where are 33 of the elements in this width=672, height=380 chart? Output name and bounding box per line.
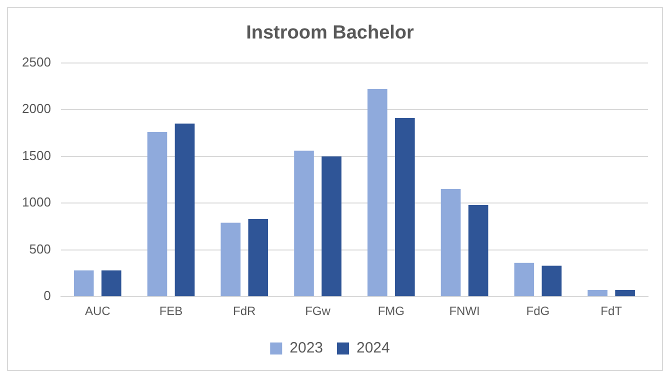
bar	[468, 204, 488, 296]
legend-label: 2024	[356, 340, 390, 357]
y-tick-label: 1000	[22, 194, 51, 210]
chart-title: Instroom Bachelor	[246, 22, 415, 44]
bar	[440, 189, 461, 296]
bar	[588, 290, 608, 296]
y-tick-label: 1500	[22, 148, 51, 163]
bar	[74, 270, 94, 296]
bar	[542, 266, 562, 296]
bar	[294, 150, 314, 296]
bar	[147, 132, 168, 296]
x-tick-label: FGw	[305, 304, 331, 318]
x-tick-label: AUC	[84, 304, 111, 318]
x-tick-label: FNWI	[449, 304, 480, 318]
y-tick-label: 2500	[22, 54, 51, 70]
y-tick-label: 2000	[22, 101, 51, 116]
bar	[220, 222, 241, 296]
x-tick-label: FdG	[526, 304, 550, 318]
y-tick-label: 0	[44, 288, 51, 304]
x-tick-label: FEB	[159, 304, 183, 318]
bar	[174, 124, 195, 296]
x-tick-label: FMG	[378, 304, 404, 318]
bar	[615, 290, 635, 296]
bar	[514, 262, 534, 296]
bar	[395, 118, 415, 296]
bar	[248, 218, 268, 296]
bar	[367, 88, 388, 296]
legend-label: 2023	[290, 340, 324, 357]
x-tick-label: FdT	[600, 304, 623, 318]
x-tick-label: FdR	[233, 304, 256, 318]
bar	[101, 270, 122, 296]
bar	[322, 156, 342, 296]
y-tick-label: 500	[29, 241, 51, 256]
